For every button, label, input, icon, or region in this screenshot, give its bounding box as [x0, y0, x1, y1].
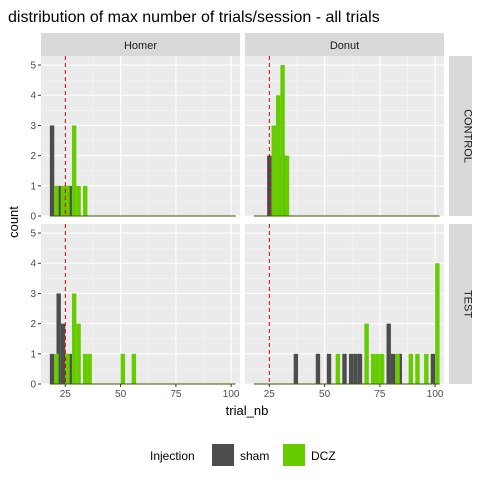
y-tick-label: 5 — [30, 229, 36, 240]
y-tick-label: 4 — [30, 259, 36, 270]
bar-sham — [282, 155, 287, 216]
y-tick-label: 1 — [30, 349, 36, 360]
x-tick-label: 25 — [60, 389, 72, 400]
y-tick-label: 2 — [30, 151, 36, 162]
bar-sham — [386, 323, 391, 384]
y-tick-label: 4 — [30, 91, 36, 102]
bar-sham — [56, 185, 61, 216]
bar-sham — [49, 353, 55, 384]
bar-dcz — [54, 185, 59, 216]
legend-label-sham: sham — [240, 449, 269, 463]
bar-dcz — [271, 125, 276, 216]
y-tick-label: 3 — [30, 289, 36, 300]
bar-sham — [60, 323, 66, 384]
bar-dcz — [375, 353, 380, 384]
bar-dcz — [395, 353, 400, 384]
legend: Injection sham DCZ — [150, 444, 336, 466]
facet-strip-test — [449, 224, 472, 384]
facet-label-donut: Donut — [330, 40, 359, 52]
legend-title: Injection — [150, 449, 195, 463]
bar-dcz — [284, 155, 290, 216]
x-axis-title: trial_nb — [226, 403, 269, 418]
legend-key-dcz — [283, 444, 305, 466]
y-axis-title: count — [6, 206, 21, 238]
panel-homer-test — [41, 224, 240, 385]
bar-dcz — [65, 185, 70, 216]
bar-dcz — [424, 353, 429, 384]
x-tick-label: 75 — [170, 389, 182, 400]
facet-label-test: TEST — [462, 290, 474, 318]
y-tick-label: 3 — [30, 121, 36, 132]
bar-dcz — [83, 353, 88, 384]
bar-sham — [315, 353, 321, 384]
panel-homer-control — [41, 56, 240, 217]
bar-sham — [67, 353, 72, 384]
bar-dcz — [364, 323, 369, 384]
y-tick-label: 0 — [30, 380, 36, 391]
bar-dcz — [435, 263, 440, 384]
facet-strip-control — [449, 56, 472, 216]
facet-label-control: CONTROL — [462, 109, 474, 163]
panel-donut-test — [245, 224, 444, 385]
panels-layer — [41, 56, 444, 385]
bar-sham — [353, 353, 358, 384]
panel-donut-control — [245, 56, 444, 217]
bar-sham — [430, 353, 436, 384]
x-tick-label: 100 — [223, 389, 240, 400]
y-tick-label: 0 — [30, 212, 36, 223]
bar-dcz — [83, 185, 88, 216]
facet-strip-homer — [41, 33, 240, 56]
bar-sham — [67, 185, 72, 216]
bar-sham — [326, 353, 332, 384]
bar-dcz — [379, 353, 385, 384]
x-tick-label: 50 — [115, 389, 127, 400]
bar-sham — [342, 353, 347, 384]
x-tick-label: 75 — [374, 389, 386, 400]
bar-sham — [63, 185, 68, 216]
bar-dcz — [415, 353, 420, 384]
x-tick-label: 25 — [264, 389, 276, 400]
y-tick-label: 1 — [30, 181, 36, 192]
bar-dcz — [60, 185, 66, 216]
bar-dcz — [76, 185, 81, 216]
bar-dcz — [335, 353, 341, 384]
bar-sham — [357, 353, 363, 384]
bar-dcz — [54, 353, 59, 384]
bar-dcz — [280, 65, 285, 216]
bar-dcz — [87, 353, 92, 384]
x-tick-label: 100 — [427, 389, 444, 400]
y-tick-label: 5 — [30, 61, 36, 72]
y-tick-label: 2 — [30, 319, 36, 330]
chart-title: distribution of max number of trials/ses… — [8, 9, 380, 26]
bar-dcz — [65, 353, 70, 384]
bar-dcz — [71, 293, 77, 384]
legend-label-dcz: DCZ — [311, 449, 336, 463]
facet-strip-donut — [245, 33, 444, 56]
bar-dcz — [76, 323, 81, 384]
bar-sham — [348, 353, 354, 384]
bar-dcz — [131, 353, 137, 384]
facet-label-homer: Homer — [124, 40, 157, 52]
bar-sham — [293, 353, 299, 384]
bar-dcz — [71, 125, 77, 216]
bar-dcz — [371, 353, 376, 384]
bar-dcz — [275, 95, 281, 216]
bar-dcz — [408, 353, 414, 384]
legend-key-sham — [212, 444, 234, 466]
bar-sham — [56, 293, 61, 384]
x-tick-label: 50 — [319, 389, 331, 400]
bar-sham — [397, 353, 402, 384]
bar-sham — [390, 353, 396, 384]
bar-sham — [49, 125, 55, 216]
bar-dcz — [120, 353, 126, 384]
